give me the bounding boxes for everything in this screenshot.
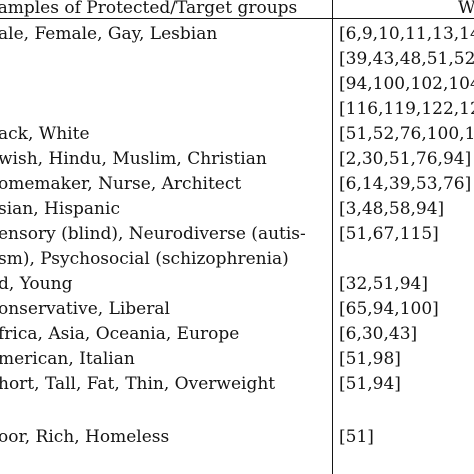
cell-groups: ack, White (0, 124, 90, 144)
cell-works: [6,14,39,53,76] (339, 174, 472, 194)
cell-works: [65,94,100] (339, 299, 439, 319)
header-rule (0, 18, 474, 20)
cell-works: [51,94] (339, 374, 401, 394)
cell-works: [3,48,58,94] (339, 199, 445, 219)
cell-groups: sm), Psychosocial (schizophrenia) (0, 249, 289, 269)
cell-groups: ensory (blind), Neurodiverse (autis- (0, 224, 306, 244)
cell-groups: oor, Rich, Homeless (0, 427, 170, 447)
cell-works: [32,51,94] (339, 274, 428, 294)
cell-works: [39,43,48,51,52 (339, 49, 474, 69)
cell-works: [51] (339, 427, 374, 447)
header-groups: xamples of Protected/Target groups (0, 0, 298, 18)
cell-works: [51,52,76,100,1 (339, 124, 474, 144)
column-rule (332, 0, 334, 474)
cell-works: [94,100,102,104 (339, 74, 474, 94)
cell-works: [51,98] (339, 349, 401, 369)
cell-works: [6,9,10,11,13,14 (339, 24, 474, 44)
cell-works: [2,30,51,76,94] (339, 149, 472, 169)
cell-groups: sian, Hispanic (0, 199, 120, 219)
cell-groups: onservative, Liberal (0, 299, 170, 319)
cell-groups: frica, Asia, Oceania, Europe (0, 324, 240, 344)
cell-works: [6,30,43] (339, 324, 418, 344)
cell-groups: d, Young (0, 274, 73, 294)
cell-works: [116,119,122,12 (339, 99, 474, 119)
cell-groups: ale, Female, Gay, Lesbian (0, 24, 218, 44)
cell-groups: wish, Hindu, Muslim, Christian (0, 149, 267, 169)
cell-groups: merican, Italian (0, 349, 135, 369)
cell-groups: omemaker, Nurse, Architect (0, 174, 242, 194)
cell-groups: hort, Tall, Fat, Thin, Overweight (0, 374, 276, 394)
header-works: W (458, 0, 474, 18)
cell-works: [51,67,115] (339, 224, 439, 244)
